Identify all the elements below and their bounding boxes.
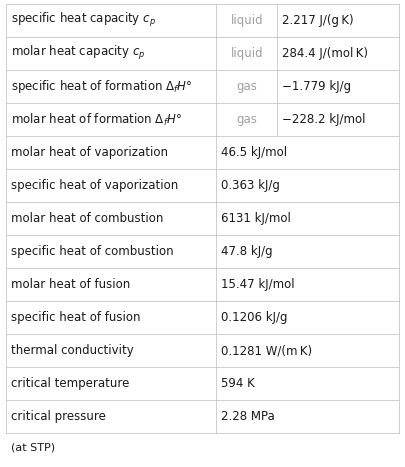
Text: gas: gas bbox=[236, 80, 257, 93]
Text: molar heat of combustion: molar heat of combustion bbox=[11, 212, 163, 225]
Text: 15.47 kJ/mol: 15.47 kJ/mol bbox=[221, 278, 295, 291]
Text: 47.8 kJ/g: 47.8 kJ/g bbox=[221, 245, 273, 258]
Text: −1.779 kJ/g: −1.779 kJ/g bbox=[282, 80, 351, 93]
Text: specific heat of combustion: specific heat of combustion bbox=[11, 245, 174, 258]
Text: specific heat of fusion: specific heat of fusion bbox=[11, 311, 141, 324]
Text: −228.2 kJ/mol: −228.2 kJ/mol bbox=[282, 113, 366, 126]
Text: 46.5 kJ/mol: 46.5 kJ/mol bbox=[221, 146, 288, 159]
Text: molar heat of fusion: molar heat of fusion bbox=[11, 278, 130, 291]
Text: 284.4 J/(mol K): 284.4 J/(mol K) bbox=[282, 47, 368, 60]
Text: molar heat of formation $\Delta_f H°$: molar heat of formation $\Delta_f H°$ bbox=[11, 112, 182, 127]
Text: 6131 kJ/mol: 6131 kJ/mol bbox=[221, 212, 291, 225]
Text: specific heat of formation $\Delta_f H°$: specific heat of formation $\Delta_f H°$ bbox=[11, 78, 192, 95]
Text: critical pressure: critical pressure bbox=[11, 410, 106, 423]
Text: molar heat capacity $c_p$: molar heat capacity $c_p$ bbox=[11, 44, 145, 63]
Text: molar heat of vaporization: molar heat of vaporization bbox=[11, 146, 168, 159]
Text: liquid: liquid bbox=[230, 47, 263, 60]
Text: 2.217 J/(g K): 2.217 J/(g K) bbox=[282, 14, 354, 27]
Text: gas: gas bbox=[236, 113, 257, 126]
Text: 2.28 MPa: 2.28 MPa bbox=[221, 410, 275, 423]
Text: 594 K: 594 K bbox=[221, 377, 255, 390]
Text: liquid: liquid bbox=[230, 14, 263, 27]
Text: (at STP): (at STP) bbox=[11, 442, 55, 452]
Text: 0.1281 W/(m K): 0.1281 W/(m K) bbox=[221, 344, 312, 357]
Text: 0.1206 kJ/g: 0.1206 kJ/g bbox=[221, 311, 288, 324]
Text: 0.363 kJ/g: 0.363 kJ/g bbox=[221, 179, 280, 192]
Text: critical temperature: critical temperature bbox=[11, 377, 129, 390]
Text: specific heat of vaporization: specific heat of vaporization bbox=[11, 179, 178, 192]
Text: thermal conductivity: thermal conductivity bbox=[11, 344, 134, 357]
Text: specific heat capacity $c_p$: specific heat capacity $c_p$ bbox=[11, 12, 156, 29]
